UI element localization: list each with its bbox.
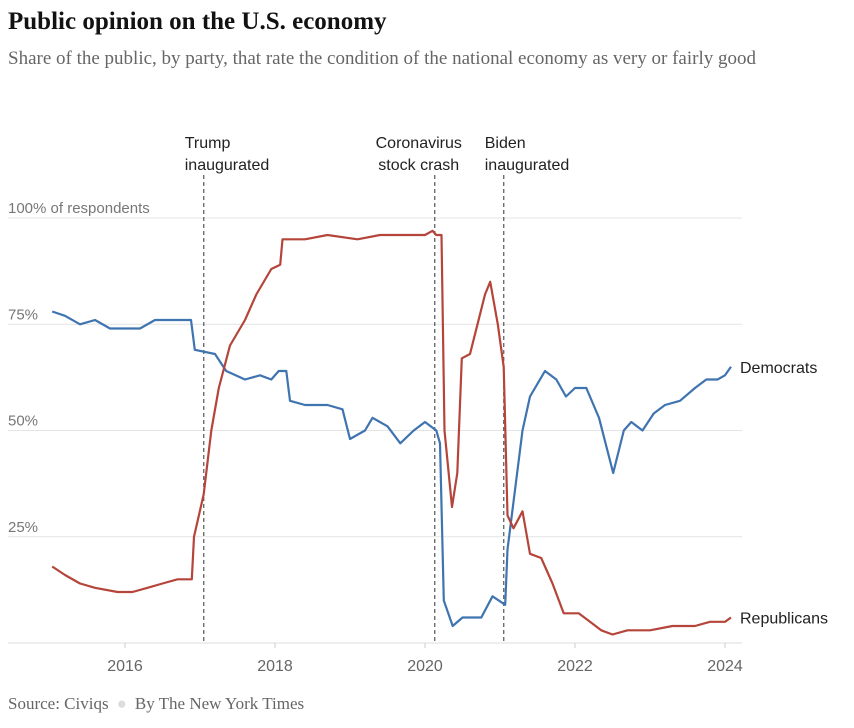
event-annotation-label: Trump bbox=[185, 135, 231, 152]
y-tick-label: 25% bbox=[8, 519, 38, 536]
y-tick-label: 100% of respondents bbox=[8, 200, 150, 217]
footer: Source: Civiqs ● By The New York Times bbox=[8, 694, 304, 714]
series-label-democrats: Democrats bbox=[740, 360, 817, 377]
separator-dot: ● bbox=[116, 694, 127, 713]
x-tick-label: 2024 bbox=[707, 658, 743, 675]
event-annotation-label: inaugurated bbox=[485, 157, 570, 174]
x-tick-label: 2018 bbox=[257, 658, 293, 675]
x-tick-label: 2022 bbox=[557, 658, 593, 675]
x-tick-label: 2016 bbox=[107, 658, 143, 675]
event-annotation-label: inaugurated bbox=[185, 157, 270, 174]
event-annotation-label: stock crash bbox=[378, 157, 459, 174]
y-tick-label: 50% bbox=[8, 413, 38, 430]
series-line-republicans bbox=[51, 229, 732, 636]
source-note: Source: Civiqs bbox=[8, 694, 109, 713]
credit-note: By The New York Times bbox=[134, 694, 305, 713]
event-annotation-label: Biden bbox=[485, 135, 526, 152]
chart-subtitle: Share of the public, by party, that rate… bbox=[8, 48, 756, 69]
series-label-republicans: Republicans bbox=[740, 611, 828, 628]
x-tick-label: 2020 bbox=[407, 658, 443, 675]
y-tick-label: 75% bbox=[8, 306, 38, 323]
series-line-democrats bbox=[51, 310, 732, 628]
chart-title: Public opinion on the U.S. economy bbox=[8, 8, 387, 35]
event-annotation-label: Coronavirus bbox=[376, 135, 462, 152]
